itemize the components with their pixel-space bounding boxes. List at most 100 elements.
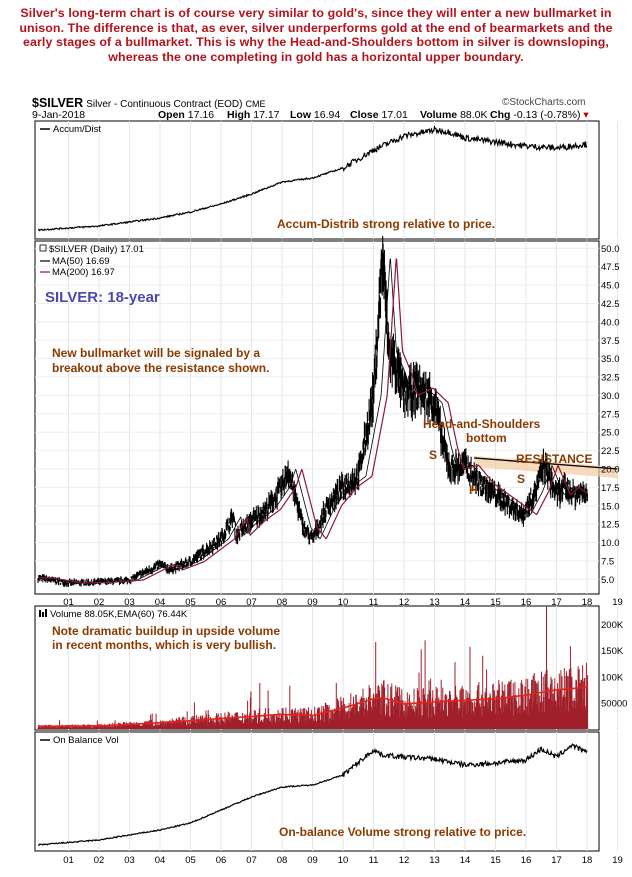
volume-bars bbox=[37, 606, 589, 729]
price-y-tick: 5.0 bbox=[601, 575, 614, 586]
volume-label: Volume bbox=[420, 109, 458, 121]
price-series bbox=[37, 235, 588, 587]
price-y-tick: 50.0 bbox=[601, 244, 620, 255]
accum-dist-series bbox=[37, 125, 588, 232]
volume-y-tick: 150K bbox=[601, 646, 624, 657]
chg-value: -0.13 (-0.78%) bbox=[513, 109, 581, 121]
accum-dist-legend-text: Accum/Dist bbox=[53, 124, 101, 135]
price-x-tick: 18 bbox=[582, 597, 593, 608]
price-x-tick: 19 bbox=[612, 597, 623, 608]
volume-value: 88.0K bbox=[460, 109, 488, 121]
hs-label-line2: bottom bbox=[466, 431, 507, 445]
obv-x-tick: 10 bbox=[338, 855, 349, 866]
exchange: CME bbox=[245, 99, 266, 109]
price-y-tick: 15.0 bbox=[601, 501, 620, 512]
low-label: Low bbox=[290, 109, 311, 121]
price-y-tick: 27.5 bbox=[601, 409, 620, 420]
contract-name: Silver - Continuous Contract (EOD) bbox=[86, 99, 243, 110]
price-x-tick: 11 bbox=[369, 597, 379, 608]
obv-x-tick: 06 bbox=[216, 855, 227, 866]
price-x-tick: 05 bbox=[185, 597, 196, 608]
price-y-tick: 10.0 bbox=[601, 538, 620, 549]
price-y-tick: 37.5 bbox=[601, 336, 620, 347]
price-y-tick: 47.5 bbox=[601, 262, 620, 273]
price-y-tick: 45.0 bbox=[601, 281, 620, 292]
high-value: 17.17 bbox=[253, 109, 280, 121]
price-legend: $SILVER (Daily) 17.01 MA(50) 16.69 MA(20… bbox=[39, 244, 144, 278]
chg-label: Chg bbox=[490, 109, 511, 121]
obv-x-tick: 11 bbox=[369, 855, 379, 866]
price-x-tick: 13 bbox=[429, 597, 440, 608]
gridlines bbox=[35, 121, 618, 851]
price-x-tick: 16 bbox=[521, 597, 532, 608]
obv-x-tick: 13 bbox=[429, 855, 440, 866]
left-shoulder-label: S bbox=[429, 448, 437, 462]
volume-note-line2: in recent months, which is very bullish. bbox=[52, 638, 276, 652]
price-x-tick: 10 bbox=[338, 597, 349, 608]
volume-series bbox=[37, 606, 589, 729]
axis-ticks: 01 02 03 04 05 06 07 08 09 10 11 12 13 14 15 16 17 18 19 01… bbox=[63, 244, 627, 866]
price-x-tick: 08 bbox=[277, 597, 288, 608]
price-title: SILVER: 18-year bbox=[45, 289, 160, 306]
price-x-tick: 03 bbox=[124, 597, 135, 608]
obv-x-tick: 14 bbox=[460, 855, 471, 866]
volume-legend: Volume 88.05K, EMA(60) 76.44K bbox=[39, 609, 188, 620]
ma200-line bbox=[38, 258, 588, 584]
obv-x-tick: 12 bbox=[399, 855, 410, 866]
obv-x-tick: 07 bbox=[246, 855, 257, 866]
hs-label-line1: Head-and-Shoulders bbox=[423, 417, 541, 431]
obv-x-tick: 18 bbox=[582, 855, 593, 866]
volume-note-line1: Note dramatic buildup in upside volume bbox=[52, 624, 280, 638]
price-x-tick: 07 bbox=[246, 597, 257, 608]
price-legend-text: $SILVER (Daily) 17.01 bbox=[49, 244, 144, 255]
ma200-legend: MA(200) 16.97 bbox=[52, 267, 115, 278]
price-x-tick: 01 bbox=[63, 597, 74, 608]
price-x-tick: 04 bbox=[155, 597, 166, 608]
close-value: 17.01 bbox=[381, 109, 408, 121]
volume-y-tick: 200K bbox=[601, 620, 624, 631]
obv-x-tick: 17 bbox=[551, 855, 562, 866]
obv-legend-text: On Balance Vol bbox=[53, 735, 119, 746]
close-label: Close bbox=[350, 109, 379, 121]
obv-line bbox=[37, 743, 588, 847]
price-note-line2: breakout above the resistance shown. bbox=[52, 361, 269, 375]
obv-x-tick: 08 bbox=[277, 855, 288, 866]
low-value: 16.94 bbox=[313, 109, 341, 121]
price-y-tick: 42.5 bbox=[601, 299, 620, 310]
obv-x-tick: 04 bbox=[155, 855, 166, 866]
open-value: 17.16 bbox=[187, 109, 215, 121]
price-y-tick: 22.5 bbox=[601, 446, 620, 457]
price-x-tick: 14 bbox=[460, 597, 471, 608]
obv-x-tick: 15 bbox=[490, 855, 501, 866]
price-x-tick: 09 bbox=[307, 597, 318, 608]
obv-x-tick: 01 bbox=[63, 855, 74, 866]
ohlc-row: 9-Jan-2018 Open 17.16 High 17.17 Low 16.… bbox=[32, 109, 589, 121]
ema-legend-text: EMA(60) 76.44K bbox=[117, 609, 188, 620]
price-x-tick: 06 bbox=[216, 597, 227, 608]
resistance-label: RESISTANCE bbox=[516, 452, 592, 466]
ma50-legend: MA(50) 16.69 bbox=[52, 256, 110, 267]
right-shoulder-label: S bbox=[517, 472, 525, 486]
obv-annotation: On-balance Volume strong relative to pri… bbox=[279, 825, 526, 839]
obv-x-tick: 05 bbox=[185, 855, 196, 866]
price-y-tick: 7.5 bbox=[601, 556, 614, 567]
price-y-tick: 30.0 bbox=[601, 391, 620, 402]
accum-dist-line bbox=[37, 125, 588, 232]
price-y-tick: 35.0 bbox=[601, 354, 620, 365]
symbol: $SILVER bbox=[32, 96, 84, 110]
obv-x-tick: 02 bbox=[94, 855, 105, 866]
obv-series bbox=[37, 743, 588, 847]
obv-x-tick: 09 bbox=[307, 855, 318, 866]
head-label: H bbox=[469, 483, 478, 497]
stockcharts-link[interactable]: ©StockCharts.com bbox=[502, 97, 586, 108]
chart-header: $SILVER Silver - Continuous Contract (EO… bbox=[32, 96, 602, 110]
accum-dist-legend: Accum/Dist bbox=[40, 124, 101, 135]
accum-dist-annotation: Accum-Distrib strong relative to price. bbox=[277, 217, 495, 231]
price-y-tick: 40.0 bbox=[601, 317, 620, 328]
price-note-line1: New bullmarket will be signaled by a bbox=[52, 346, 260, 360]
price-x-tick: 15 bbox=[490, 597, 501, 608]
open-label: Open bbox=[158, 109, 185, 121]
price-y-tick: 25.0 bbox=[601, 428, 620, 439]
obv-x-tick: 16 bbox=[521, 855, 532, 866]
